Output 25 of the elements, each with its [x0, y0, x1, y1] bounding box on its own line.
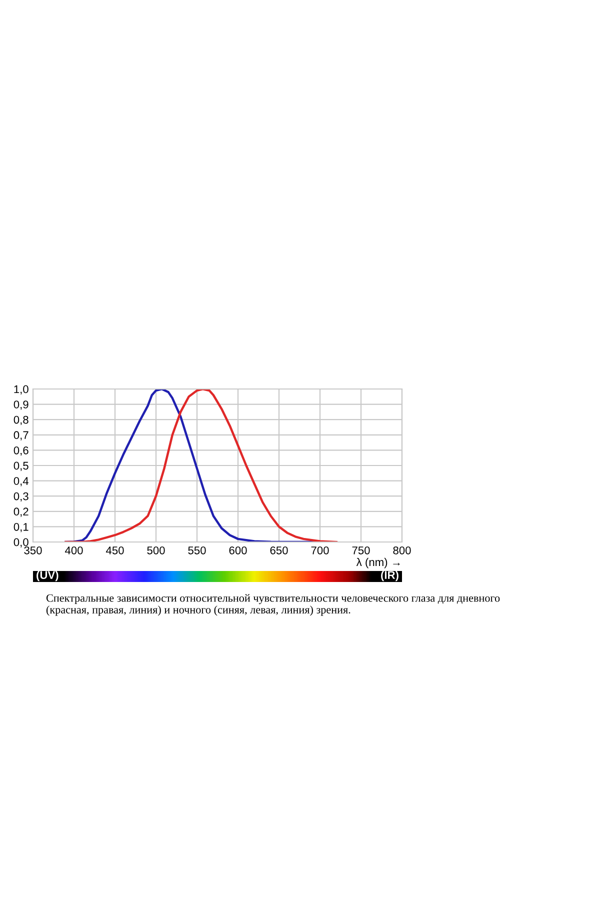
x-tick-label: 350 — [24, 546, 42, 554]
y-tick-label: 0,6 — [14, 446, 28, 456]
y-tick-label: 0,0 — [14, 538, 28, 548]
y-tick-label: 0,1 — [14, 522, 28, 532]
y-tick-label: 0,3 — [14, 492, 28, 502]
text: (UV) — [36, 570, 58, 582]
text: (IR) — [381, 570, 398, 582]
x-tick-label: 800 — [393, 546, 411, 554]
y-tick-label: 1,0 — [14, 385, 28, 394]
y-tick-label: 0,4 — [14, 477, 29, 486]
x-tick-label: 550 — [188, 546, 206, 554]
y-tick-label: 0,5 — [14, 462, 28, 471]
x-tick-label: 400 — [64, 546, 83, 554]
x-axis-title: λ (nm) → — [356, 558, 400, 568]
x-tick-label: 450 — [106, 546, 124, 554]
x-tick-label: 600 — [229, 546, 247, 554]
x-tick-label: 650 — [270, 546, 288, 554]
x-tick-label: 750 — [352, 546, 370, 554]
y-tick-label: 0,2 — [14, 508, 28, 517]
x-tick-label: 700 — [311, 546, 329, 554]
y-tick-label: 0,7 — [14, 431, 28, 440]
x-tick-label: 500 — [147, 546, 165, 554]
y-tick-label: 0,8 — [14, 416, 28, 426]
text: Спектральные зависимости относительной чувствительности человеческого глаза для дневного (красная, правая, линия) и ночного (синяя, левая, линия) зрения. — [46, 594, 500, 616]
y-tick-label: 0,9 — [14, 400, 28, 410]
